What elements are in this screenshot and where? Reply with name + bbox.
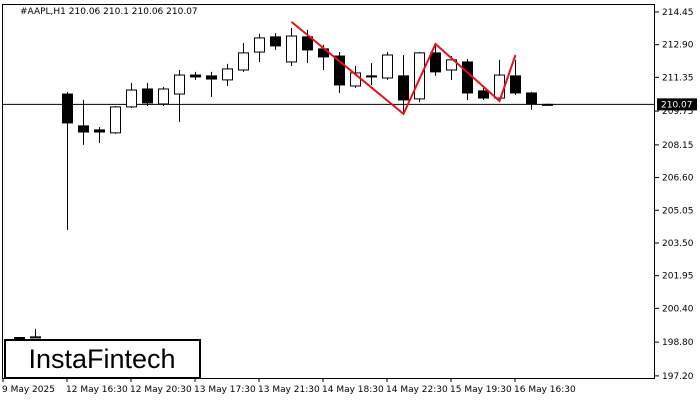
y-tick-label: 214.45 [662, 8, 694, 18]
chart-header: #AAPL,H1 210.06 210.1 210.06 210.07 [20, 7, 198, 17]
x-tick-label: 14 May 18:30 [322, 385, 384, 395]
x-tick-label: 13 May 21:30 [258, 385, 320, 395]
candle-body [542, 103, 553, 106]
candle-body [62, 93, 73, 124]
candle-body [270, 36, 281, 47]
candle-body [382, 54, 393, 79]
candle-body [526, 92, 537, 105]
candle-body [206, 75, 217, 80]
candle-body [430, 52, 441, 73]
candle-body [222, 68, 233, 81]
y-tick-label: 212.90 [662, 41, 694, 51]
x-tick-label: 9 May 2025 [2, 385, 55, 395]
candle-body [126, 89, 137, 108]
candle-body [30, 336, 41, 339]
y-tick-label: 205.05 [662, 206, 694, 216]
candle-body [446, 59, 457, 71]
x-tick-label: 14 May 22:30 [386, 385, 448, 395]
candle-body [414, 52, 425, 100]
candle-body [78, 125, 89, 133]
x-tick-label: 15 May 19:30 [450, 385, 512, 395]
y-tick-label: 211.35 [662, 73, 694, 83]
header-value: 210.1 [103, 7, 129, 17]
plot-frame [2, 4, 655, 379]
y-tick-label: 197.20 [662, 372, 694, 382]
header-value: 210.07 [166, 7, 198, 17]
candle-body [334, 55, 345, 86]
y-tick-label: 201.95 [662, 272, 694, 282]
candle-body [190, 74, 201, 78]
symbol: #AAPL,H1 [20, 7, 66, 17]
candle-body [110, 106, 121, 134]
candle-body [286, 35, 297, 63]
candle-body [302, 36, 313, 51]
x-tick-label: 12 May 16:30 [66, 385, 128, 395]
candle-body [462, 61, 473, 94]
y-tick-label: 208.15 [662, 141, 694, 151]
candle-body [366, 75, 377, 78]
last-price-label: 210.07 [661, 100, 693, 110]
x-tick-label: 16 May 16:30 [514, 385, 576, 395]
candle-body [142, 88, 153, 104]
candle-body [238, 52, 249, 71]
y-tick-label: 200.40 [662, 304, 694, 314]
x-tick-label: 13 May 17:30 [194, 385, 256, 395]
candle-body [14, 336, 25, 339]
y-tick-label: 209.75 [662, 107, 694, 117]
candle-body [94, 129, 105, 133]
candle-body [494, 74, 505, 99]
last-price-box [657, 98, 697, 111]
header-value: 210.06 [69, 7, 101, 17]
pattern-line [290, 21, 517, 116]
candle-body [158, 88, 169, 105]
candle-body [478, 90, 489, 99]
y-tick-label: 206.60 [662, 174, 694, 184]
candle-body [174, 74, 185, 95]
header-value: 210.06 [132, 7, 164, 17]
watermark: InstaFintech [28, 344, 175, 374]
candle-body [510, 75, 521, 94]
y-tick-label: 198.80 [662, 338, 694, 348]
candle-body [398, 75, 409, 101]
watermark-box [4, 339, 201, 379]
candle-body [254, 37, 265, 53]
y-tick-label: 203.50 [662, 239, 694, 249]
x-tick-label: 12 May 20:30 [130, 385, 192, 395]
